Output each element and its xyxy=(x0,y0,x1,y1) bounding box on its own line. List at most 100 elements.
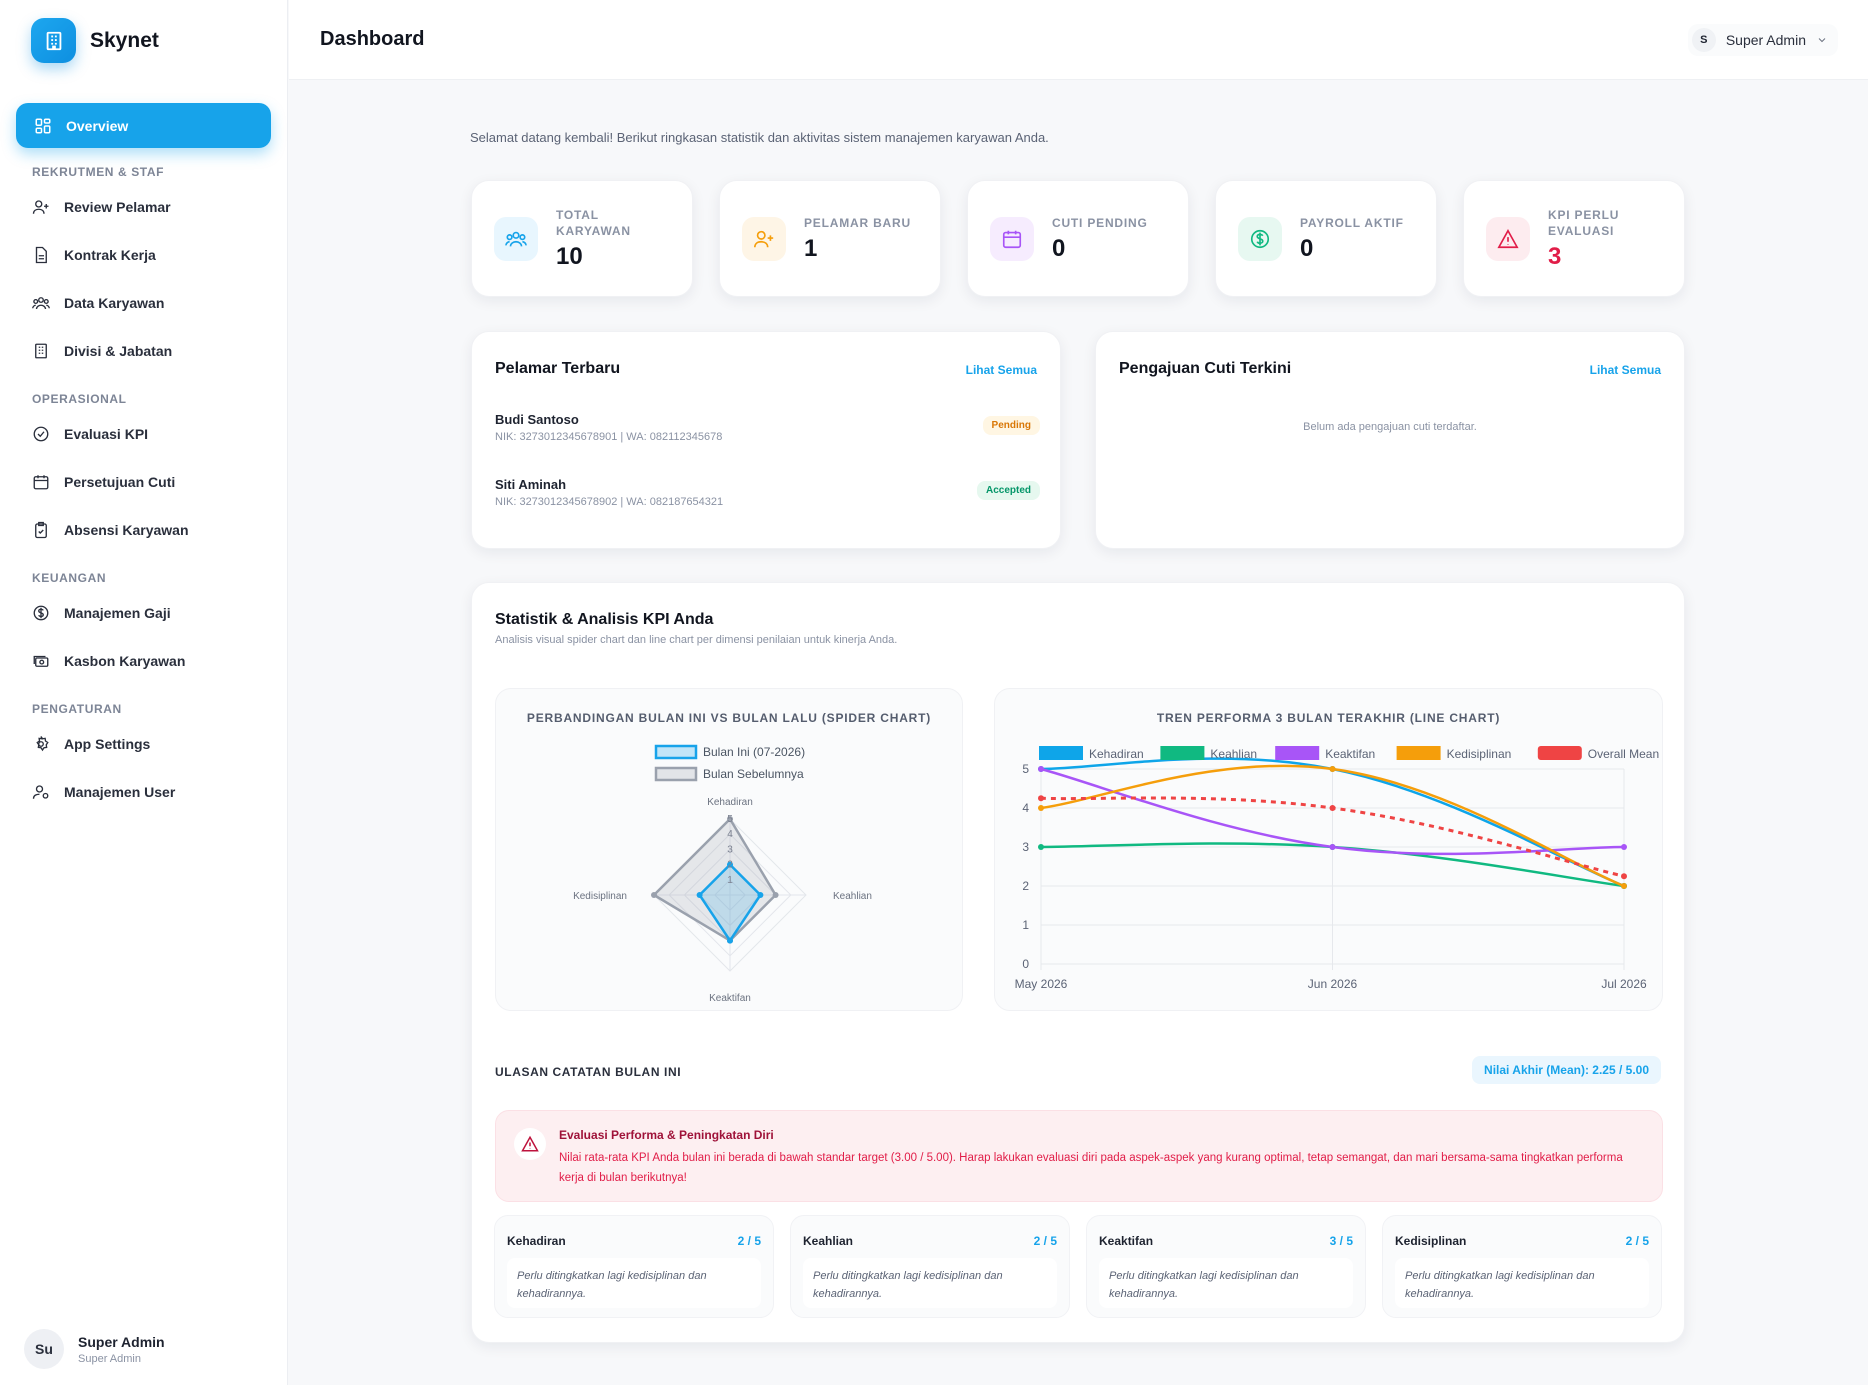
data-point xyxy=(1038,766,1044,772)
sidebar-item-data-karyawan[interactable]: Data Karyawan xyxy=(16,279,271,327)
radar-chart: 1 2 3 4 5 Kehadiran Keahlian Keaktifan Kedisipli… xyxy=(573,744,872,1004)
stat-card-kpi-perlu-evaluasi[interactable]: KPI PERLU EVALUASI 3 xyxy=(1463,180,1685,297)
kpi-tile-note: Perlu ditingkatkan lagi kedisiplinan dan… xyxy=(803,1258,1057,1308)
radar-axis-label: Keahlian xyxy=(833,891,872,902)
sidebar-item-label: Kontrak Kerja xyxy=(64,247,156,263)
user-name: Super Admin xyxy=(78,1333,165,1350)
legend-label: Kehadiran xyxy=(1089,747,1144,761)
sidebar-item-evaluasi-kpi[interactable]: Evaluasi KPI xyxy=(16,410,271,458)
kpi-tile-note: Perlu ditingkatkan lagi kedisiplinan dan… xyxy=(1395,1258,1649,1308)
brand[interactable]: Skynet xyxy=(31,18,159,63)
building-icon xyxy=(31,18,76,63)
sidebar-item-app-settings[interactable]: App Settings xyxy=(16,720,271,768)
grid-icon xyxy=(35,118,51,133)
data-point xyxy=(1621,873,1627,880)
line-chart-card: TREN PERFORMA 3 BULAN TERAKHIR (LINE CHA… xyxy=(994,688,1663,1011)
sidebar-item-divisi-jabatan[interactable]: Divisi & Jabatan xyxy=(16,327,271,375)
stat-value: 0 xyxy=(1052,234,1066,262)
sidebar-item-persetujuan-cuti[interactable]: Persetujuan Cuti xyxy=(16,458,271,506)
warning-icon xyxy=(1486,216,1530,261)
legend-swatch xyxy=(1160,746,1205,760)
legend-swatch xyxy=(1396,746,1441,760)
user-plus-icon xyxy=(32,200,49,214)
radar-point xyxy=(727,937,733,944)
sidebar-item-label: Manajemen User xyxy=(64,784,176,800)
radar-tick-label: 5 xyxy=(727,814,733,825)
x-tick-label: Jul 2026 xyxy=(1601,977,1647,991)
avatar: Su xyxy=(24,1329,64,1369)
user-menu[interactable]: S Super Admin xyxy=(1687,24,1838,56)
sidebar-item-manajemen-user[interactable]: Manajemen User xyxy=(16,768,271,816)
status-badge: Accepted xyxy=(976,481,1040,500)
data-point xyxy=(1038,844,1044,850)
legend-label: Bulan Sebelumnya xyxy=(703,767,804,781)
radar-point xyxy=(772,892,779,898)
radar-axis-label: Kehadiran xyxy=(707,797,753,808)
stat-value: 0 xyxy=(1300,234,1314,262)
stat-label: PAYROLL AKTIF xyxy=(1300,215,1404,230)
sidebar-item-label: Overview xyxy=(66,117,129,134)
kpi-tile-score: 2 / 5 xyxy=(1033,1234,1057,1248)
y-tick-label: 3 xyxy=(1022,840,1029,854)
users-icon xyxy=(32,297,50,310)
stat-card-payroll-aktif[interactable]: PAYROLL AKTIF 0 xyxy=(1215,180,1437,297)
user-role: Super Admin xyxy=(78,1352,141,1365)
sidebar-item-label: Review Pelamar xyxy=(64,199,171,215)
legend-label: Keahlian xyxy=(1210,747,1257,761)
y-tick-label: 0 xyxy=(1022,957,1029,971)
data-point xyxy=(1329,805,1336,811)
sidebar-item-absensi-karyawan[interactable]: Absensi Karyawan xyxy=(16,506,271,554)
legend-swatch xyxy=(1275,746,1320,760)
see-all-leave-link[interactable]: Lihat Semua xyxy=(1589,363,1661,377)
check-circle-icon xyxy=(33,426,49,442)
recent-leave-panel: Pengajuan Cuti Terkini Lihat Semua Belum… xyxy=(1095,331,1685,549)
sidebar: Skynet Overview REKRUTMEN & STAF Review … xyxy=(0,0,288,1385)
stat-card-cuti-pending[interactable]: CUTI PENDING 0 xyxy=(967,180,1189,297)
sidebar-item-manajemen-gaji[interactable]: Manajemen Gaji xyxy=(16,589,271,637)
stat-label: CUTI PENDING xyxy=(1052,215,1148,230)
sidebar-section-title: REKRUTMEN & STAF xyxy=(32,165,165,179)
applicant-name: Budi Santoso xyxy=(495,412,579,427)
sidebar-item-kasbon-karyawan[interactable]: Kasbon Karyawan xyxy=(16,637,271,685)
sidebar-item-review-pelamar[interactable]: Review Pelamar xyxy=(16,183,271,231)
applicant-name: Siti Aminah xyxy=(495,477,567,492)
sidebar-item-kontrak-kerja[interactable]: Kontrak Kerja xyxy=(16,231,271,279)
legend-label: Bulan Ini (07-2026) xyxy=(703,745,805,759)
clipboard-check-icon xyxy=(35,521,47,539)
stat-label: PELAMAR BARU xyxy=(804,215,911,230)
sidebar-item-label: Persetujuan Cuti xyxy=(64,474,176,490)
data-point xyxy=(1621,883,1627,889)
radar-tick-label: 2 xyxy=(727,860,733,871)
list-item[interactable]: Siti Aminah NIK: 3273012345678902 | WA: … xyxy=(495,477,1040,508)
data-point xyxy=(1038,805,1044,811)
radar-point xyxy=(651,892,657,898)
legend-swatch xyxy=(1537,746,1582,760)
warning-icon xyxy=(514,1128,546,1160)
cash-icon xyxy=(33,655,49,667)
kpi-tile-note: Perlu ditingkatkan lagi kedisiplinan dan… xyxy=(507,1258,761,1308)
panel-title: Statistik & Analisis KPI Anda xyxy=(495,611,714,628)
sidebar-section-title: PENGATURAN xyxy=(32,702,122,716)
sidebar-item-label: Absensi Karyawan xyxy=(64,522,189,538)
list-item[interactable]: Budi Santoso NIK: 3273012345678901 | WA:… xyxy=(495,412,1040,443)
stat-value: 1 xyxy=(804,234,818,262)
data-point xyxy=(1329,766,1336,772)
dollar-icon xyxy=(33,605,49,621)
calendar-icon xyxy=(33,475,49,490)
sidebar-item-label: Divisi & Jabatan xyxy=(64,343,173,359)
radar-axis-label: Kedisiplinan xyxy=(573,891,627,902)
avatar: S xyxy=(1691,28,1716,52)
legend-swatch xyxy=(654,744,698,760)
sidebar-item-overview[interactable]: Overview xyxy=(16,103,271,148)
kpi-tile-kehadiran: Kehadiran 2 / 5 Perlu ditingkatkan lagi … xyxy=(494,1215,774,1318)
kpi-tile-score: 3 / 5 xyxy=(1329,1234,1353,1248)
see-all-applicants-link[interactable]: Lihat Semua xyxy=(965,363,1037,377)
data-point xyxy=(1329,844,1336,850)
stat-card-pelamar-baru[interactable]: PELAMAR BARU 1 xyxy=(719,180,941,297)
sidebar-user-profile[interactable]: Su Super Admin Super Admin xyxy=(24,1329,165,1369)
radar-point xyxy=(727,861,733,868)
stat-value: 3 xyxy=(1548,242,1562,270)
stat-card-total-karyawan[interactable]: TOTAL KARYAWAN 10 xyxy=(471,180,693,297)
kpi-tile-name: Kehadiran xyxy=(507,1234,566,1248)
status-badge: Pending xyxy=(982,416,1040,435)
